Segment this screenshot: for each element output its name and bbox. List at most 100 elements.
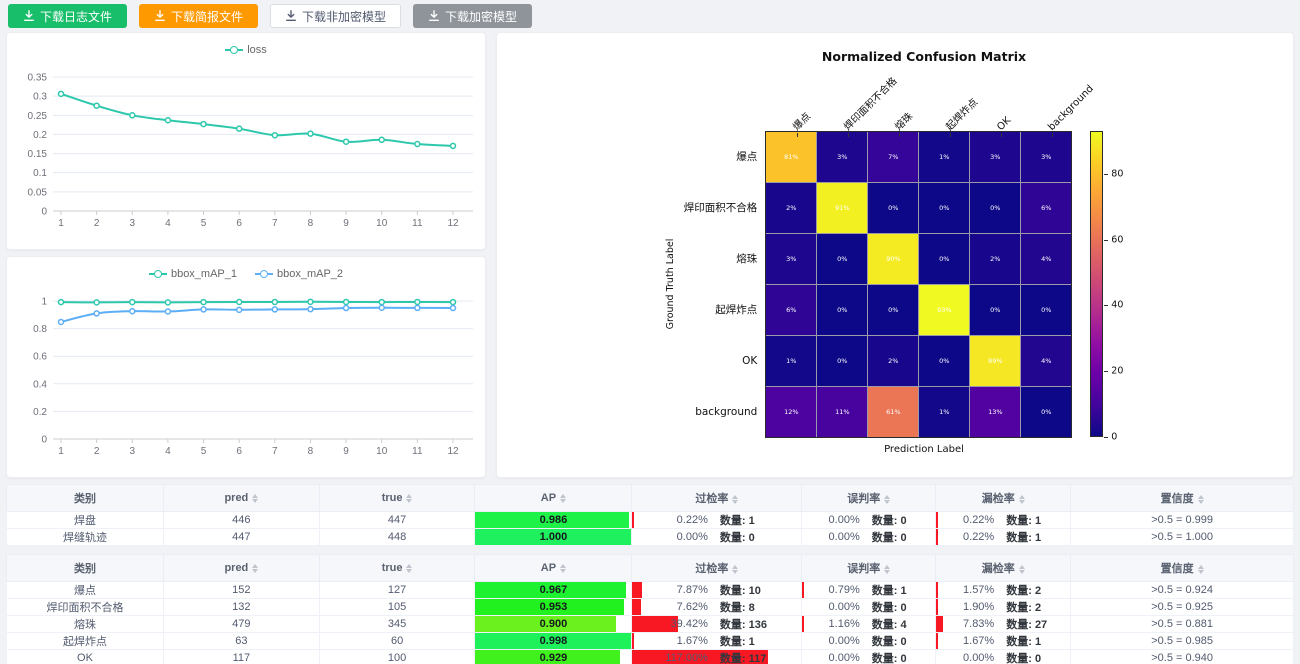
legend-item-loss[interactable]: loss — [225, 44, 267, 56]
confusion-matrix-row-labels: 爆点 焊印面积不合格 熔珠 起焊炸点 OK background — [680, 131, 765, 437]
rate-percent: 1.16% — [828, 618, 860, 630]
category-cell: 熔珠 — [6, 615, 164, 633]
table-row: OK 117 100 0.929 117.00% 数量: 117 0.00% 数量: 0 0.0… — [6, 649, 1294, 664]
colorbar-tick-label: 20 — [1111, 365, 1124, 377]
table-row: 起焊炸点 63 60 0.998 1.67% 数量: 1 0.00% 数量: 0 1.67% 数量… — [6, 632, 1294, 650]
matrix-cell: 4% — [1021, 234, 1072, 284]
sort-caret-icon[interactable] — [1197, 494, 1204, 504]
mis-rate-cell: 0.00% 数量: 0 — [801, 632, 937, 650]
legend-item-bbox_mAP_1[interactable]: bbox_mAP_1 — [148, 268, 237, 280]
category-cell: OK — [6, 649, 164, 664]
svg-text:0: 0 — [41, 435, 47, 446]
download-log-button[interactable]: 下载日志文件 — [8, 4, 128, 28]
sort-caret-icon[interactable] — [252, 493, 259, 503]
matrix-column-label: 熔珠 — [892, 111, 915, 133]
column-header-过检率[interactable]: 过检率 — [631, 484, 803, 512]
sort-caret-icon[interactable] — [1018, 494, 1025, 504]
over-rate-cell: 7.87% 数量: 10 — [631, 581, 803, 599]
matrix-cell: 0% — [970, 183, 1021, 233]
matrix-row-label: 焊印面积不合格 — [683, 202, 758, 214]
legend-label: bbox_mAP_1 — [170, 268, 237, 280]
ap-cell: 0.929 — [474, 649, 633, 664]
rate-bar — [936, 616, 944, 632]
column-header-true[interactable]: true — [318, 554, 476, 582]
download-encrypted-model-button[interactable]: 下载加密模型 — [413, 4, 533, 28]
column-header-过检率[interactable]: 过检率 — [631, 554, 803, 582]
rate-bar — [632, 616, 678, 632]
svg-text:7: 7 — [272, 446, 278, 457]
column-header-pred[interactable]: pred — [163, 484, 320, 512]
sort-caret-icon[interactable] — [560, 493, 567, 503]
sort-caret-icon[interactable] — [732, 564, 739, 574]
confidence-cell: >0.5 = 0.924 — [1070, 581, 1294, 599]
column-header-误判率[interactable]: 误判率 — [801, 484, 937, 512]
legend-item-bbox_mAP_2[interactable]: bbox_mAP_2 — [255, 268, 343, 280]
column-header-置信度[interactable]: 置信度 — [1070, 554, 1294, 582]
rate-percent: 117.00% — [665, 652, 708, 664]
over-rate-cell: 39.42% 数量: 136 — [631, 615, 803, 633]
svg-text:12: 12 — [447, 218, 459, 229]
rate-count: 数量: 0 — [871, 602, 907, 614]
rate-count: 数量: 0 — [871, 532, 907, 544]
column-header-AP[interactable]: AP — [474, 484, 633, 512]
confidence-cell: >0.5 = 0.881 — [1070, 615, 1294, 633]
matrix-cell: 0% — [868, 285, 919, 335]
matrix-cell: 0% — [970, 285, 1021, 335]
column-header-true[interactable]: true — [318, 484, 476, 512]
rate-percent: 7.87% — [676, 584, 708, 596]
rate-bar — [936, 529, 938, 545]
ap-bar — [475, 599, 625, 615]
matrix-cell: 0% — [868, 183, 919, 233]
table-row: 焊缝轨迹 447 448 1.000 0.00% 数量: 0 0.00% 数量: 0 0.22%… — [6, 528, 1294, 546]
matrix-cell: 12% — [766, 387, 817, 437]
column-header-类别: 类别 — [6, 484, 164, 512]
svg-text:1: 1 — [58, 218, 64, 229]
ap-cell: 0.900 — [474, 615, 633, 633]
rate-percent: 0.00% — [828, 635, 860, 647]
rate-count: 数量: 1 — [1006, 636, 1042, 648]
rate-count: 数量: 8 — [719, 602, 755, 614]
column-header-pred[interactable]: pred — [163, 554, 320, 582]
category-cell: 焊缝轨迹 — [6, 528, 164, 546]
column-header-漏检率[interactable]: 漏检率 — [935, 484, 1072, 512]
matrix-column-label: 起焊炸点 — [943, 96, 980, 133]
sort-caret-icon[interactable] — [406, 493, 413, 503]
sort-caret-icon[interactable] — [884, 564, 891, 574]
column-header-AP[interactable]: AP — [474, 554, 633, 582]
ap-cell: 0.953 — [474, 598, 633, 616]
sort-caret-icon[interactable] — [252, 563, 259, 573]
svg-text:9: 9 — [343, 446, 349, 457]
pred-cell: 446 — [163, 511, 320, 529]
sort-caret-icon[interactable] — [1018, 564, 1025, 574]
rate-bar — [632, 599, 642, 615]
svg-text:0.4: 0.4 — [33, 379, 47, 390]
svg-text:2: 2 — [94, 446, 100, 457]
category-cell: 焊盘 — [6, 511, 164, 529]
matrix-row-label: 起焊炸点 — [715, 304, 758, 316]
sort-caret-icon[interactable] — [560, 563, 567, 573]
rate-count: 数量: 27 — [1006, 619, 1048, 631]
sort-caret-icon[interactable] — [732, 494, 739, 504]
svg-text:0.6: 0.6 — [33, 352, 47, 363]
svg-text:11: 11 — [412, 218, 423, 229]
button-label: 下载加密模型 — [445, 9, 518, 24]
column-header-置信度[interactable]: 置信度 — [1070, 484, 1294, 512]
download-plain-model-button[interactable]: 下载非加密模型 — [270, 4, 402, 28]
column-header-误判率[interactable]: 误判率 — [801, 554, 937, 582]
ap-bar — [475, 512, 630, 528]
matrix-cell: 90% — [868, 234, 919, 284]
svg-text:11: 11 — [412, 446, 423, 457]
confidence-cell: >0.5 = 1.000 — [1070, 528, 1294, 546]
confusion-matrix-colorbar: 0 20 40 60 80 — [1090, 131, 1147, 443]
sort-caret-icon[interactable] — [406, 563, 413, 573]
download-report-button[interactable]: 下载简报文件 — [139, 4, 259, 28]
download-icon — [428, 10, 440, 22]
sort-caret-icon[interactable] — [1197, 564, 1204, 574]
sort-caret-icon[interactable] — [884, 494, 891, 504]
column-header-漏检率[interactable]: 漏检率 — [935, 554, 1072, 582]
true-cell: 448 — [318, 528, 476, 546]
svg-text:5: 5 — [201, 446, 207, 457]
svg-text:0.8: 0.8 — [33, 324, 47, 335]
rate-bar — [632, 633, 635, 649]
matrix-cell: 89% — [970, 336, 1021, 386]
